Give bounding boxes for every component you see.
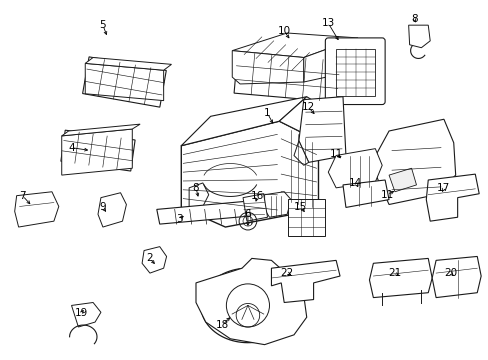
Polygon shape [279,97,342,141]
Text: 8: 8 [410,14,417,24]
Polygon shape [388,168,416,192]
Polygon shape [71,302,101,327]
Text: 7: 7 [19,191,26,201]
Text: 3: 3 [176,214,183,224]
Polygon shape [431,256,480,298]
Text: 14: 14 [348,178,362,188]
Polygon shape [232,51,303,84]
Polygon shape [98,193,126,227]
Polygon shape [426,174,478,221]
Text: 21: 21 [387,268,401,278]
Text: 18: 18 [215,320,228,330]
Text: 8: 8 [192,183,199,193]
Text: 20: 20 [443,268,456,278]
Polygon shape [61,124,140,136]
Polygon shape [85,58,171,70]
Polygon shape [243,194,267,221]
Polygon shape [61,129,132,175]
Text: 1: 1 [264,108,270,118]
FancyBboxPatch shape [325,38,385,104]
Polygon shape [61,130,135,171]
Polygon shape [234,52,340,102]
Text: 22: 22 [280,268,293,278]
Polygon shape [232,33,357,58]
Text: 9: 9 [100,202,106,212]
Polygon shape [377,119,455,204]
Polygon shape [303,38,357,82]
Polygon shape [181,97,306,146]
Polygon shape [335,49,375,96]
Polygon shape [408,25,429,48]
Text: 2: 2 [146,253,153,264]
Text: 13: 13 [321,18,334,28]
Text: 12: 12 [302,103,315,112]
Polygon shape [142,247,166,273]
Polygon shape [157,199,269,224]
Polygon shape [287,199,325,236]
Text: 15: 15 [294,202,307,212]
Polygon shape [327,149,382,188]
Text: 4: 4 [68,143,75,153]
Text: 10: 10 [277,26,290,36]
Text: 11: 11 [380,190,393,200]
Polygon shape [189,183,208,214]
Polygon shape [298,97,345,162]
Polygon shape [181,121,318,227]
Text: 17: 17 [436,183,449,193]
Text: 5: 5 [100,20,106,30]
Polygon shape [342,180,388,207]
Polygon shape [82,57,166,107]
Polygon shape [264,192,290,217]
Text: 11: 11 [329,149,342,158]
Text: 19: 19 [75,308,88,318]
Polygon shape [196,258,306,345]
Polygon shape [85,63,163,100]
Polygon shape [15,192,59,227]
Text: 6: 6 [244,209,251,219]
Polygon shape [369,258,431,298]
Text: 16: 16 [251,191,264,201]
Polygon shape [271,260,339,302]
Polygon shape [293,141,308,165]
